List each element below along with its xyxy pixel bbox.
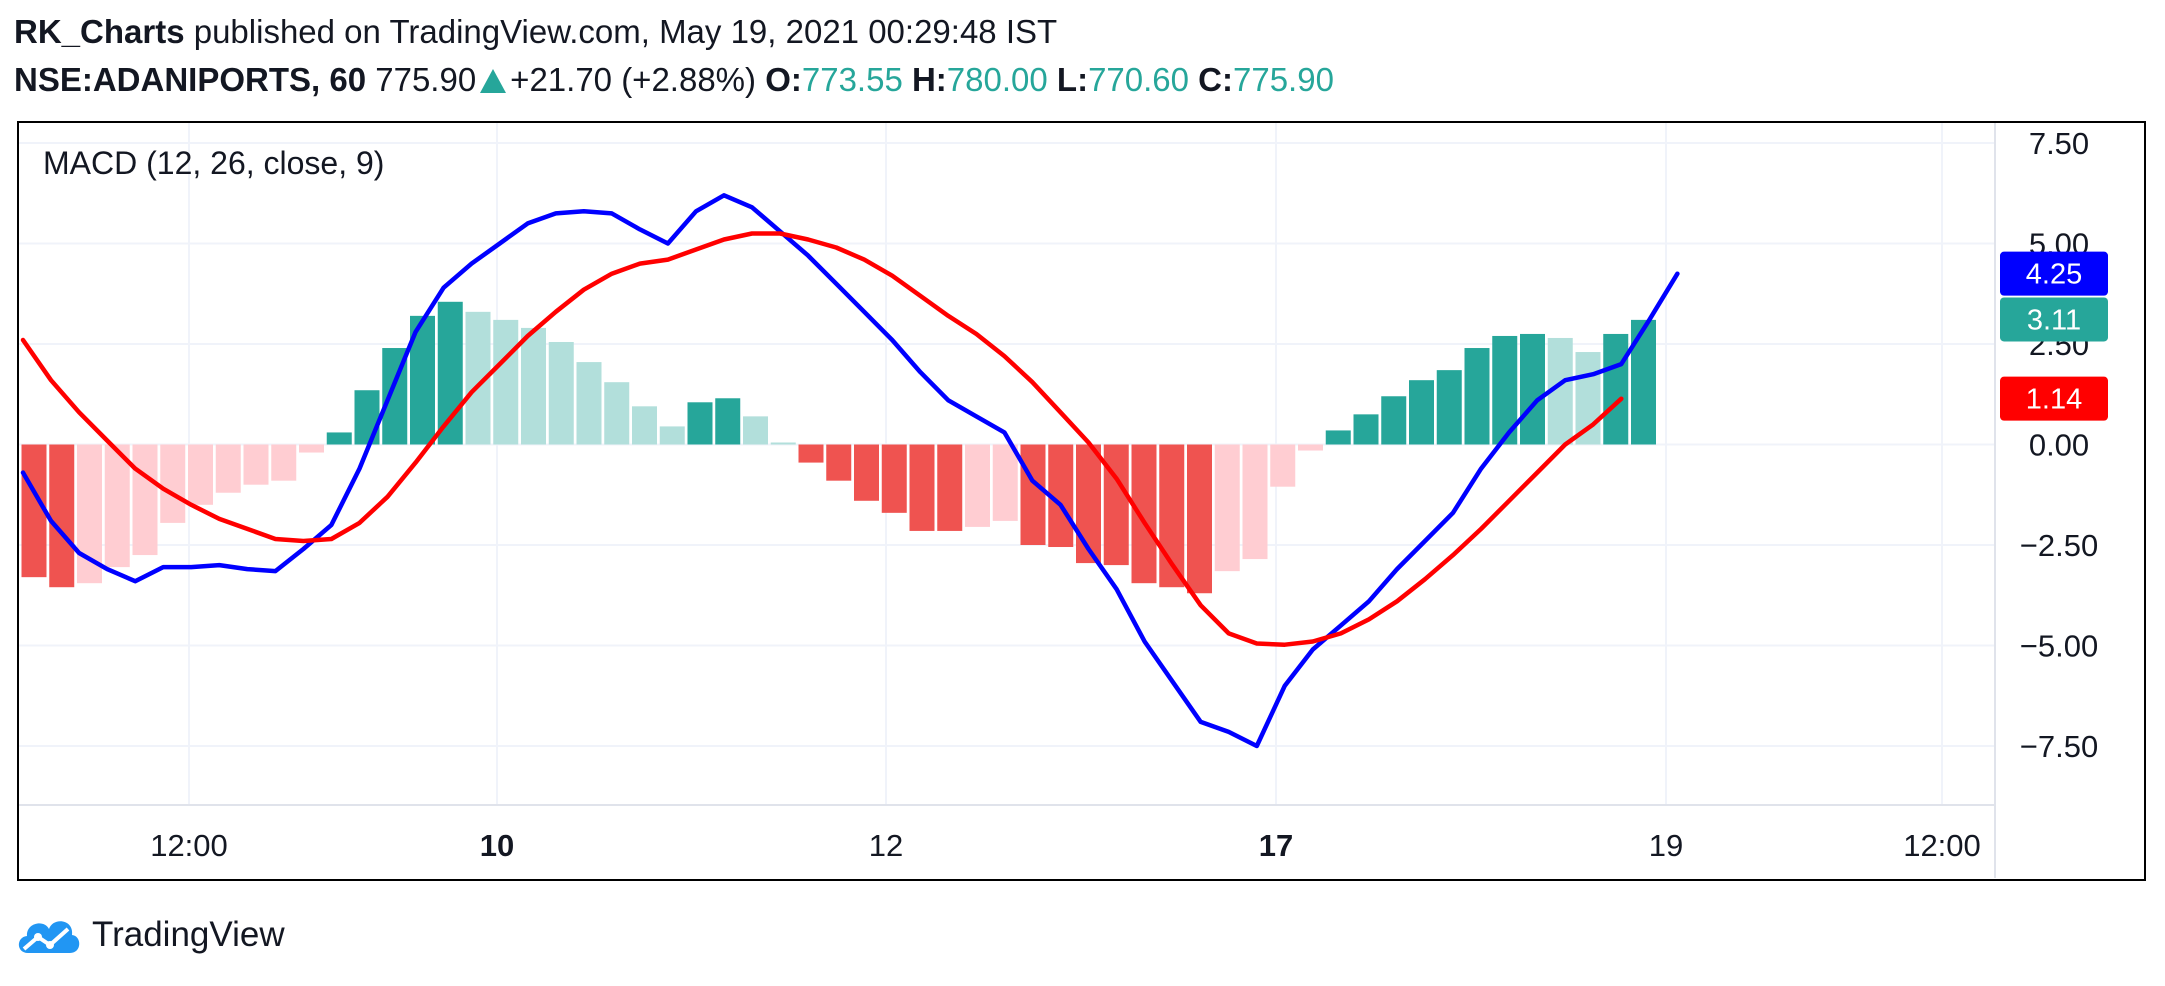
histogram-bar xyxy=(437,301,463,445)
histogram-bar xyxy=(1242,444,1268,560)
histogram-bar xyxy=(521,327,546,445)
histogram-bar xyxy=(1270,444,1296,487)
tradingview-cloud-icon xyxy=(18,921,80,953)
grid-lines xyxy=(19,123,1995,805)
price-label-text: 4.25 xyxy=(2026,259,2082,291)
histogram-bar xyxy=(1436,370,1462,445)
chart-frame[interactable]: 7.50 5.00 2.50 0.00 −2.50 −5.00 −7.50 12:00 10 1… xyxy=(17,121,2146,881)
macd-histogram xyxy=(21,301,1656,594)
tradingview-logo[interactable]: TradingView xyxy=(14,910,285,960)
price-label-box xyxy=(2000,297,2108,342)
signal-line xyxy=(20,231,1624,647)
up-triangle-icon xyxy=(480,69,507,93)
histogram-bar xyxy=(1020,444,1046,545)
histogram-bar xyxy=(132,444,158,556)
high-label: H: xyxy=(911,61,947,98)
low-label: L: xyxy=(1056,61,1089,98)
histogram-bar xyxy=(493,319,519,445)
histogram-bar xyxy=(1631,319,1656,445)
histogram-bar xyxy=(188,444,213,505)
histogram-bar xyxy=(826,444,852,481)
histogram-bar xyxy=(992,444,1018,521)
close-label: C: xyxy=(1198,61,1233,98)
high-value: 780.00 xyxy=(946,61,1048,98)
time-axis: 12:00 10 12 17 19 12:00 xyxy=(150,828,1981,863)
histogram-bar xyxy=(1076,444,1101,564)
time-tick-label: 12:00 xyxy=(1903,828,1981,863)
histogram-bar xyxy=(604,382,630,445)
histogram-bar xyxy=(1353,414,1379,445)
histogram-bar xyxy=(1131,444,1157,584)
brand-name: TradingView xyxy=(92,915,285,954)
histogram-bar xyxy=(299,444,324,453)
low-value: 770.60 xyxy=(1088,61,1189,98)
last-price: 775.90 xyxy=(375,61,477,98)
time-tick-label: 12:00 xyxy=(150,828,228,863)
symbol-info: NSE:ADANIPORTS, 60 775.90 +21.70 (+2.88%)… xyxy=(14,60,1334,100)
histogram-bar xyxy=(1187,444,1212,594)
price-label-text: 1.14 xyxy=(2026,384,2082,416)
histogram-bar xyxy=(548,341,574,445)
histogram-bar xyxy=(49,444,75,588)
histogram-bar xyxy=(1103,444,1129,566)
time-tick-label: 19 xyxy=(1649,828,1683,863)
published-text: published on TradingView.com, May 19, 20… xyxy=(193,13,1058,50)
histogram-bar xyxy=(854,444,879,501)
histogram-bar xyxy=(271,444,297,481)
histogram-bar xyxy=(632,406,657,445)
histogram-bar xyxy=(881,444,907,513)
histogram-bar xyxy=(909,444,935,531)
histogram-bar xyxy=(937,444,963,531)
publish-info: RK_Charts published on TradingView.com, … xyxy=(14,12,1057,52)
price-axis: 7.505.002.500.00−2.50−5.00−7.50 xyxy=(2020,126,2098,764)
price-tick-label: −5.00 xyxy=(2020,629,2098,664)
price-tick-label: 7.50 xyxy=(2029,126,2089,161)
price-labels: 4.25 3.11 1.14 xyxy=(2000,251,2108,421)
histogram-bar xyxy=(770,442,796,445)
histogram-bar xyxy=(1325,430,1351,445)
histogram-bar xyxy=(160,444,186,523)
histogram-bar xyxy=(326,432,352,445)
histogram-bar xyxy=(798,444,824,463)
histogram-bar xyxy=(1298,444,1323,451)
time-tick-label: 10 xyxy=(480,828,514,863)
open-label: O: xyxy=(765,61,802,98)
histogram-bar xyxy=(21,444,47,578)
macd-line xyxy=(20,193,1680,749)
histogram-bar xyxy=(576,362,602,445)
author-name[interactable]: RK_Charts xyxy=(14,13,185,50)
price-tick-label: −7.50 xyxy=(2020,729,2098,764)
histogram-bar xyxy=(215,444,241,493)
histogram-bar xyxy=(1409,380,1434,445)
price-label-box xyxy=(2000,376,2108,421)
price-label-box xyxy=(2000,251,2108,296)
price-label-text: 3.11 xyxy=(2027,304,2081,336)
histogram-bar xyxy=(1381,396,1407,445)
price-tick-label: −2.50 xyxy=(2020,528,2098,563)
indicator-title[interactable]: MACD (12, 26, close, 9) xyxy=(43,145,384,181)
histogram-bar xyxy=(104,444,130,568)
histogram-bar xyxy=(1214,444,1240,572)
price-change: +21.70 (+2.88%) xyxy=(510,61,757,98)
time-tick-label: 12 xyxy=(869,828,903,863)
histogram-bar xyxy=(243,444,269,485)
histogram-bar xyxy=(965,444,990,527)
macd-lines xyxy=(20,193,1680,749)
histogram-bar xyxy=(1464,348,1490,445)
price-tick-label: 0.00 xyxy=(2029,428,2089,463)
open-value: 773.55 xyxy=(801,61,903,98)
histogram-bar xyxy=(743,416,768,445)
histogram-bar xyxy=(687,402,713,445)
histogram-bar xyxy=(659,426,685,445)
macd-chart[interactable]: 7.505.002.500.00−2.50−5.00−7.50 12:00 10 1… xyxy=(19,123,2143,878)
histogram-bar xyxy=(1520,333,1545,445)
time-tick-label: 17 xyxy=(1259,828,1293,863)
histogram-bar xyxy=(354,390,380,445)
histogram-bar xyxy=(1603,333,1629,445)
symbol-name: NSE:ADANIPORTS, 60 xyxy=(14,61,367,98)
close-value: 775.90 xyxy=(1233,61,1334,98)
histogram-bar xyxy=(715,398,741,445)
